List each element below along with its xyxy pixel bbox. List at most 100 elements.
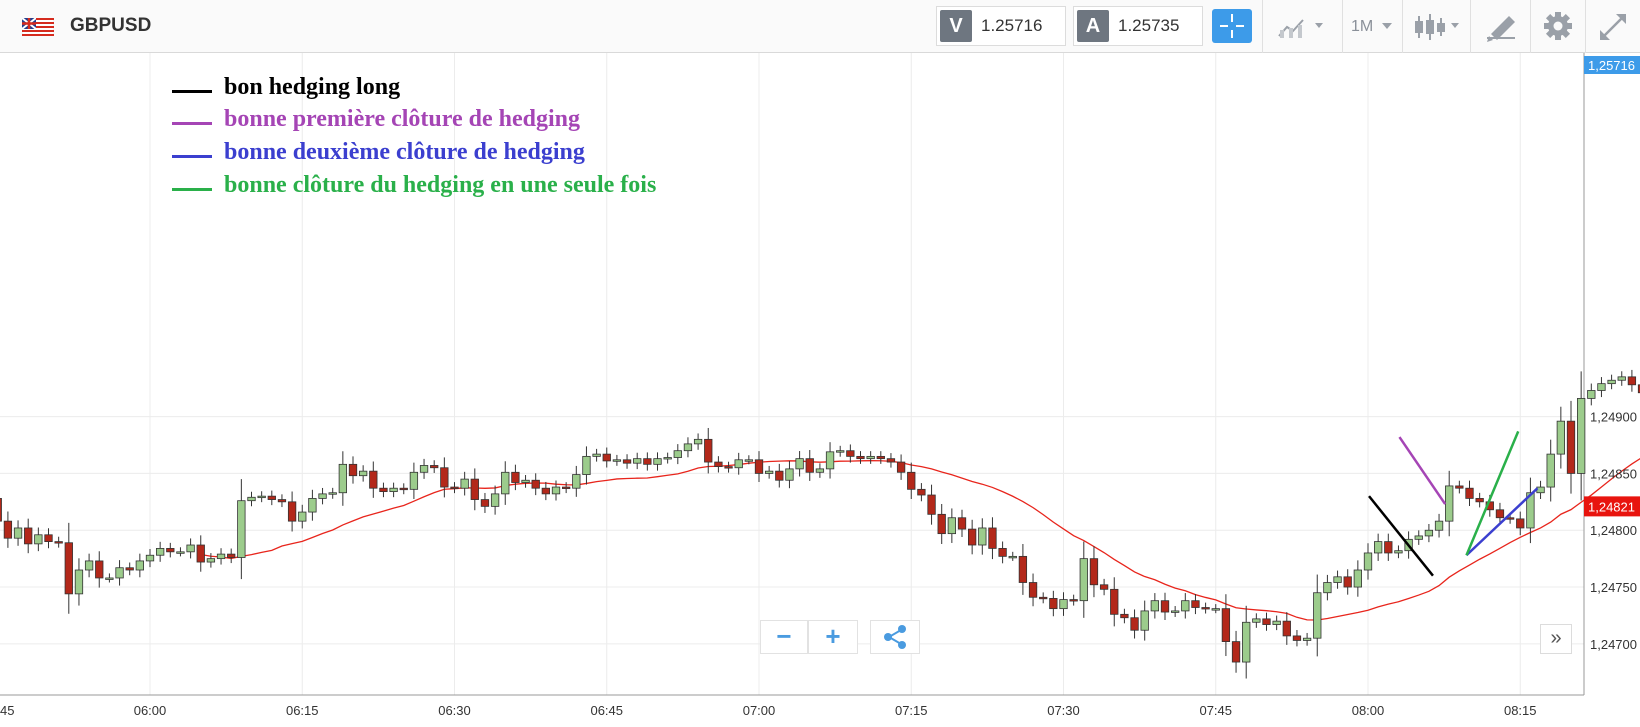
candle-body	[369, 470, 378, 489]
candles	[0, 369, 1640, 679]
legend-swatch-blue	[172, 155, 212, 158]
candle-body	[562, 486, 571, 489]
candle	[1018, 543, 1028, 595]
legend-text: bonne clôture du hedging en une seule fo…	[224, 172, 657, 198]
candle	[968, 519, 977, 555]
scroll-to-latest-button[interactable]: »	[1540, 624, 1572, 654]
candle-body	[744, 459, 753, 462]
candle	[795, 451, 804, 477]
candle-style-button[interactable]	[1402, 0, 1470, 53]
instrument-symbol[interactable]: GBPUSD	[70, 15, 152, 36]
candle	[693, 433, 703, 450]
candle-body	[155, 548, 165, 556]
candle	[115, 560, 124, 586]
candle	[836, 445, 845, 457]
candle	[683, 437, 693, 458]
candle	[1617, 371, 1626, 386]
candle-body	[1384, 541, 1393, 554]
candle-body	[592, 453, 601, 457]
candle-body	[1343, 576, 1352, 588]
settings-button[interactable]	[1530, 0, 1585, 53]
candle-body	[501, 471, 510, 495]
timeframe-dropdown[interactable]: 1M	[1342, 0, 1402, 53]
candle	[765, 465, 774, 479]
time-tick-label: 06:45	[590, 703, 623, 718]
candle	[186, 538, 195, 559]
time-tick-label: 07:15	[895, 703, 928, 718]
candle-body	[511, 471, 520, 483]
candle	[1637, 384, 1640, 394]
candle-body	[602, 453, 611, 462]
candle	[1008, 551, 1017, 561]
candle	[287, 491, 297, 532]
zoom-out-button[interactable]: −	[760, 620, 808, 654]
candle	[1566, 400, 1576, 494]
candle-body	[653, 458, 662, 465]
candle-body	[754, 459, 764, 474]
candle	[501, 461, 510, 505]
candle-body	[1282, 620, 1291, 637]
candle-body	[907, 471, 916, 490]
candle	[1597, 377, 1606, 398]
candle-body	[125, 567, 134, 571]
candle-body	[277, 499, 287, 503]
time-tick-label: 06:15	[286, 703, 319, 718]
candle-body	[1546, 453, 1555, 488]
candle	[886, 453, 896, 468]
candle	[572, 465, 581, 497]
crosshair-button[interactable]	[1212, 9, 1252, 43]
candle	[308, 489, 317, 521]
candle-body	[0, 498, 2, 522]
candle	[206, 553, 216, 568]
candle	[937, 503, 946, 544]
candle	[1252, 613, 1261, 628]
candle-body	[1191, 600, 1200, 608]
candle-body	[582, 455, 591, 475]
time-tick-label: 07:45	[1199, 703, 1232, 718]
candle-body	[968, 528, 977, 546]
candle-body	[34, 534, 43, 545]
bid-tag: V	[940, 10, 972, 42]
zoom-in-button[interactable]: +	[808, 620, 858, 654]
candle	[1434, 513, 1444, 538]
candle	[917, 483, 926, 502]
candle	[1028, 573, 1038, 607]
candle-body	[1445, 485, 1454, 522]
candle-body	[917, 488, 926, 496]
candle	[135, 553, 145, 578]
candle-body	[227, 553, 236, 558]
candle	[1536, 480, 1545, 499]
candle-body	[1211, 608, 1220, 611]
candle-body	[1536, 486, 1545, 494]
candle-body	[1607, 379, 1616, 385]
candle	[754, 451, 764, 483]
candle	[389, 482, 398, 498]
candle-body	[1089, 558, 1099, 586]
share-button[interactable]	[870, 620, 920, 654]
candle-body	[105, 577, 114, 580]
hedging-line	[1368, 495, 1434, 577]
candle-body	[876, 455, 885, 460]
candle	[1282, 612, 1291, 645]
ask-price-box[interactable]: A 1.25735	[1073, 6, 1203, 46]
candle	[622, 454, 632, 469]
candle	[1353, 560, 1362, 597]
candle	[1546, 439, 1555, 502]
candle-body	[237, 500, 246, 558]
candle-body	[1313, 592, 1322, 639]
draw-tools-button[interactable]	[1470, 0, 1530, 53]
bid-price-box[interactable]: V 1.25716	[936, 6, 1066, 46]
candle-body	[978, 527, 987, 546]
candle-body	[947, 517, 956, 535]
candle-body	[1231, 641, 1241, 663]
candle	[1445, 470, 1454, 537]
chart-type-button[interactable]	[1262, 0, 1342, 53]
candle-body	[318, 493, 327, 499]
fullscreen-button[interactable]	[1585, 0, 1640, 53]
candle	[714, 456, 723, 473]
candle	[399, 483, 408, 495]
candle-body	[714, 461, 723, 468]
candlestick-icon	[1415, 14, 1459, 40]
legend-swatch-black	[172, 90, 212, 93]
candle	[876, 451, 885, 464]
